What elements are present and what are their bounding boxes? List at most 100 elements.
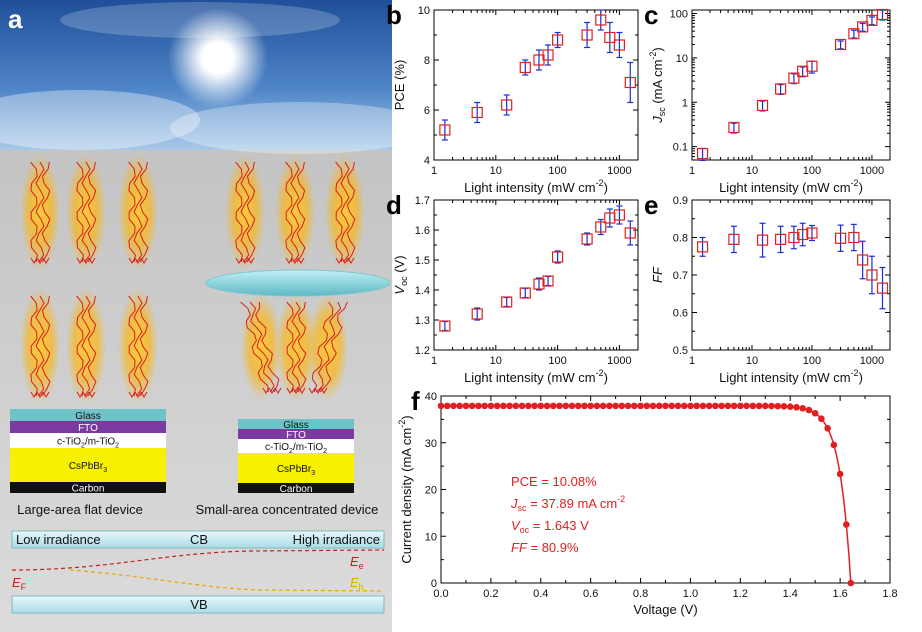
data-point	[824, 424, 831, 432]
light-ray	[296, 161, 306, 263]
jsc-annotation: Jsc = 37.89 mA cm-2	[510, 494, 625, 513]
data-point	[866, 14, 878, 26]
label-part: CsPbBr	[69, 461, 104, 472]
conduction-band	[11, 530, 385, 549]
x-tick-label: 10	[490, 355, 502, 367]
data-point	[768, 402, 775, 410]
x-tick-label: 100	[548, 165, 566, 177]
hole-quasi-fermi-level	[69, 569, 385, 592]
data-point	[712, 402, 719, 410]
data-point	[718, 402, 725, 410]
ray-glow	[118, 154, 158, 270]
data-point	[531, 402, 538, 410]
x-tick-label: 1	[431, 355, 437, 367]
ray-arrow	[235, 257, 243, 264]
x-tick-label: 1000	[607, 355, 631, 367]
data-point	[556, 402, 563, 410]
y-tick-label: 4	[424, 155, 430, 167]
data-point	[696, 147, 709, 160]
label-part: )	[650, 47, 665, 51]
light-ray	[240, 301, 269, 393]
data-point	[674, 402, 682, 410]
data-point	[612, 402, 619, 410]
x-tick-label: 100	[548, 355, 566, 367]
panel-letter-f: f	[411, 386, 420, 416]
y-tick-label: 10	[418, 5, 430, 17]
data-point	[604, 31, 616, 44]
label-sup: -2	[596, 178, 604, 188]
data-point	[471, 308, 483, 320]
ray-arrow	[88, 391, 96, 398]
data-point	[501, 99, 513, 111]
label-part: Current density (mA cm	[399, 428, 414, 564]
fto-layer	[10, 421, 166, 433]
light-ray	[35, 295, 45, 397]
data-point	[818, 415, 825, 423]
x-tick-label: 1	[689, 165, 695, 177]
vb-label: VB	[190, 597, 207, 612]
label-part: )	[604, 370, 608, 385]
x-tick-label: 0.2	[483, 588, 498, 600]
sun-core	[202, 42, 234, 74]
light-ray	[81, 295, 91, 397]
ray-arrow	[274, 387, 282, 394]
data-point	[493, 402, 501, 410]
high-irradiance-label: High irradiance	[293, 532, 380, 547]
cspbbr3-layer-label: CsPbBr3	[69, 461, 107, 474]
label-part: /m-TiO	[293, 442, 323, 453]
cspbbr3-layer	[10, 448, 166, 482]
light-ray	[311, 301, 334, 393]
x-tick-label: 10	[490, 165, 502, 177]
y-tick-label: 40	[425, 391, 437, 403]
ray-arrow	[320, 387, 328, 394]
data-point	[581, 402, 588, 410]
light-ray	[133, 295, 143, 397]
ray-arrow	[76, 391, 84, 398]
data-point	[551, 34, 564, 46]
y-axis-label: FF	[650, 266, 665, 283]
data-point	[793, 403, 800, 411]
label-sub: sc	[657, 107, 667, 117]
ray-arrow	[42, 257, 50, 264]
data-point	[643, 402, 651, 410]
data-point	[799, 404, 806, 412]
fto-layer-label: FTO	[78, 423, 98, 434]
cb-label: CB	[190, 532, 208, 547]
jv-curve	[441, 405, 852, 584]
light-ray	[346, 161, 356, 263]
x-tick-label: 100	[803, 355, 821, 367]
light-ray	[87, 295, 97, 397]
light-ray	[235, 161, 243, 263]
data-point	[649, 402, 657, 410]
data-point	[705, 402, 713, 410]
x-tick-label: 1000	[860, 165, 884, 177]
data-point	[788, 231, 800, 244]
light-ray	[30, 295, 38, 397]
data-point	[519, 61, 531, 74]
label-sub: oc	[399, 276, 409, 286]
data-point	[805, 406, 813, 414]
data-point	[525, 402, 532, 410]
voc-annotation: Voc = 1.643 V	[511, 518, 589, 535]
ray-arrow	[285, 257, 293, 264]
glass-layer-label: Glass	[75, 411, 101, 422]
data-point	[724, 402, 732, 410]
label-part: PCE (%)	[392, 60, 407, 111]
light-ray	[319, 301, 348, 393]
data-point	[618, 402, 626, 410]
y-tick-label: 0.6	[673, 308, 688, 320]
x-tick-label: 100	[803, 165, 821, 177]
y-tick-label: 1.5	[415, 255, 430, 267]
label-sup: -2	[851, 368, 859, 378]
data-point	[456, 402, 464, 410]
data-point	[728, 233, 740, 245]
data-point	[599, 402, 607, 410]
y-axis-label: Current density (mA cm-2)	[397, 415, 414, 563]
ray-arrow	[308, 387, 316, 394]
data-point	[439, 124, 451, 136]
data-point	[593, 402, 601, 410]
data-point	[595, 14, 607, 26]
label-part: V	[511, 518, 521, 533]
data-point	[836, 470, 844, 478]
